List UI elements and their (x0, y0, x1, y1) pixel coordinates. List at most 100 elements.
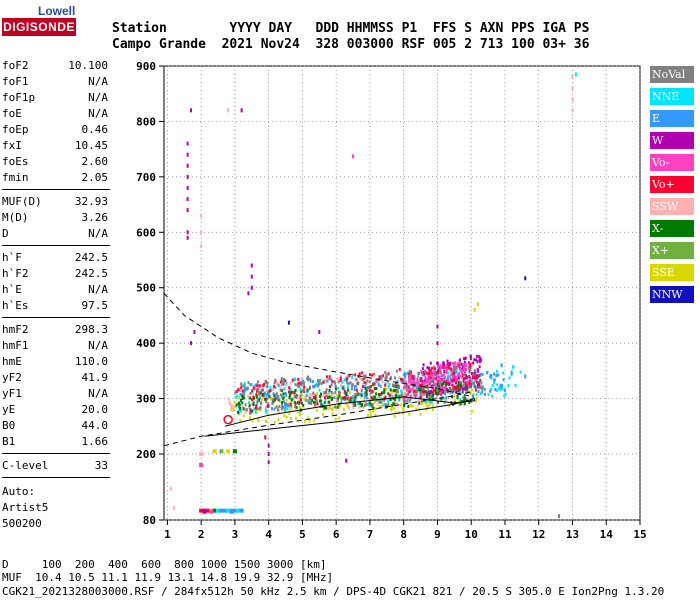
echo-point-nne (366, 402, 369, 406)
echo-point-x (272, 400, 275, 404)
echo-point-nne (491, 383, 494, 387)
echo-point-sse (315, 408, 318, 412)
echo-point (510, 371, 513, 376)
es-echo-point (199, 508, 204, 513)
param-row-fof1p: foF1p N/A (2, 90, 108, 106)
echo-point-x (249, 396, 252, 400)
echo-point-noval (276, 408, 279, 412)
echo-point-noval (325, 394, 328, 398)
echo-point-ssw (358, 405, 361, 409)
echo-point-ssw (243, 386, 246, 390)
echo-point-vo (413, 389, 416, 393)
echo-point-w (437, 367, 440, 371)
es-echo-point (199, 452, 204, 456)
echo-point-vo (451, 373, 454, 377)
echo-point-vo (343, 389, 346, 393)
echo-point-vo (405, 388, 408, 392)
echo-point-vo (370, 395, 373, 399)
echo-point-sse (340, 395, 343, 399)
echo-point-vo (388, 393, 391, 397)
param-row-yf1: yF1 N/A (2, 386, 108, 402)
echo-point-vo (284, 379, 287, 383)
echo-point-vo (289, 402, 292, 406)
echo-point-vo (456, 362, 459, 366)
x-tick-label: 10 (465, 528, 478, 541)
echo-point-x (323, 406, 326, 410)
param-value: 2.60 (81, 155, 109, 168)
echo-point-sse (453, 398, 456, 402)
echo-point-e (243, 389, 246, 393)
echo-point-x (273, 394, 276, 398)
echo-point-noval (287, 403, 290, 407)
echo-point-noval (234, 391, 237, 395)
echo-point-nne (264, 408, 267, 412)
echo-point-w (470, 371, 473, 375)
echo-point (476, 302, 479, 307)
echo-point-e (353, 385, 356, 389)
echo-point-w (421, 379, 424, 383)
echo-point-e (404, 373, 407, 377)
echo-point-e (481, 387, 484, 391)
echo-point-noval (282, 405, 285, 409)
echo-point-x (268, 395, 271, 399)
echo-point-e (273, 407, 276, 411)
plot-frame (163, 65, 641, 521)
echo-point-e (345, 378, 348, 382)
echo-point-sse (389, 404, 392, 408)
echo-point-vo (268, 389, 271, 393)
echo-point-nne (388, 382, 391, 386)
echo-point-noval (334, 384, 337, 388)
echo-point-e (266, 385, 269, 389)
echo-point-ssw (347, 407, 350, 411)
echo-point-ssw (376, 379, 379, 383)
x-tick-label: 1 (164, 528, 171, 541)
echo-point-vo (432, 389, 435, 393)
echo-point-x (293, 390, 296, 394)
echo-point-x (328, 388, 331, 392)
echo-point-vo (477, 385, 480, 389)
echo-point-sse (336, 394, 339, 398)
echo-point-e (249, 383, 252, 387)
echo-point-noval (309, 377, 312, 381)
echo-point-vo (472, 361, 475, 365)
echo-point-e (489, 389, 492, 393)
echo-point-e (370, 389, 373, 393)
echo-point-noval (421, 387, 424, 391)
echo-point-vo (282, 382, 285, 386)
echo-point-nne (253, 385, 256, 389)
echo-point-vo (451, 383, 454, 387)
x-tick-label: 15 (633, 528, 646, 541)
echo-point-vo (408, 390, 411, 394)
echo-point-x (327, 400, 330, 404)
echo-point-vo (439, 368, 442, 372)
echo-point-vo (455, 387, 458, 391)
x-tick-label: 7 (367, 528, 374, 541)
echo-point-vo (411, 375, 414, 379)
echo-point-x (334, 387, 337, 391)
echo-point-sse (290, 417, 293, 421)
echo-point-noval (246, 386, 249, 390)
es-echo-point (226, 508, 231, 513)
echo-point-nne (503, 394, 506, 398)
echo-point-ssw (279, 384, 282, 388)
echo-point-sse (472, 392, 475, 396)
echo-point-sse (392, 407, 395, 411)
footer-file-line: CGK21_2021328003000.RSF / 284fx512h 50 k… (2, 585, 665, 598)
param-key: foEp (2, 123, 29, 136)
echo-point (193, 330, 196, 335)
echo-point-vo (430, 375, 433, 379)
echo-point-noval (256, 397, 259, 401)
es-echo-point (205, 508, 210, 513)
echo-point-vo (402, 386, 405, 390)
echo-point-e (317, 379, 320, 383)
echo-point-vo (432, 370, 435, 374)
echo-point-sse (418, 407, 421, 411)
echo-point-noval (391, 383, 394, 387)
echo-point-vo (437, 365, 440, 369)
echo-point-w (451, 390, 454, 394)
echo-point-x (365, 389, 368, 393)
echo-point-w (424, 379, 427, 383)
echo-point-sse (346, 403, 349, 407)
echo-point-x (360, 404, 363, 408)
echo-point-vo (240, 385, 243, 389)
